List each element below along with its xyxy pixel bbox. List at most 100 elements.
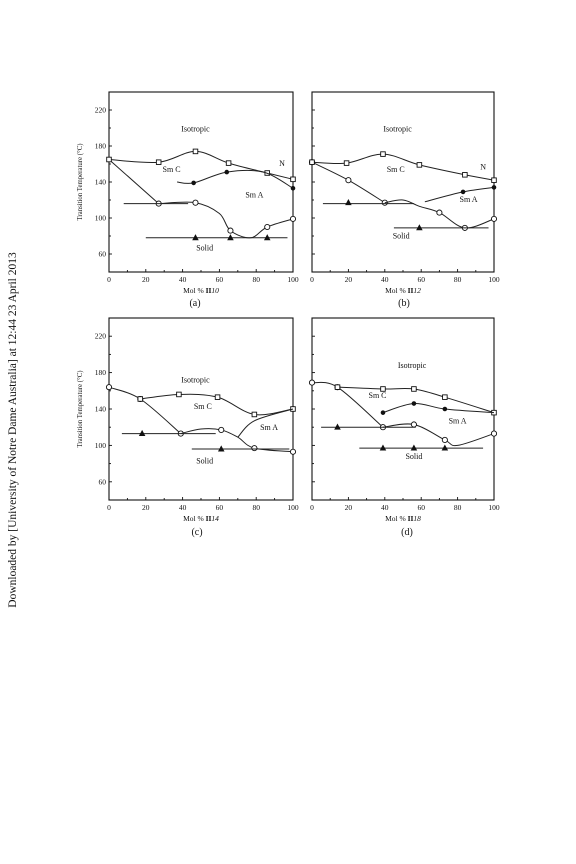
data-point-open-circle	[436, 209, 443, 216]
x-axis-label-prefix: Mol %	[183, 286, 206, 295]
data-point-triangle	[138, 429, 146, 436]
y-tick-label: 180	[95, 368, 107, 377]
phase-boundary-curve	[384, 199, 495, 229]
data-point-filled-circle	[191, 180, 196, 186]
data-point-triangle	[334, 423, 341, 430]
data-point-open-circle	[441, 436, 448, 443]
data-point-filled-circle	[224, 169, 230, 175]
phase-label: Sm C	[163, 165, 181, 174]
chart-panel-a: 0 20 40 60 80 100 60 100 140 180 220 Transition Tem…	[77, 91, 299, 309]
data-point-square	[343, 160, 350, 166]
phase-label: Solid	[196, 243, 213, 252]
x-tick-label: 0	[310, 275, 314, 284]
x-tick-label: 20	[142, 275, 150, 284]
x-tick-label: 100	[287, 275, 299, 284]
data-point-open-circle	[381, 199, 388, 206]
x-tick-label: 40	[381, 503, 389, 512]
y-tick-label: 140	[95, 405, 107, 414]
phase-label: Sm A	[260, 423, 278, 432]
data-point-open-circle	[345, 177, 352, 184]
y-tick-label: 100	[95, 214, 107, 223]
data-point-triangle	[192, 234, 199, 241]
data-point-filled-circle	[411, 401, 417, 406]
phase-label: Sm A	[245, 190, 263, 199]
phase-label: N	[279, 159, 285, 168]
data-point-square	[411, 386, 417, 392]
data-point-square	[192, 148, 199, 155]
data-point-filled-circle	[290, 186, 296, 191]
data-point-open-circle	[218, 426, 225, 433]
x-tick-label: 0	[107, 503, 111, 512]
panel-label: (a)	[189, 298, 200, 309]
phase-boundary-curve	[382, 423, 495, 447]
x-axis-label: Mol % II12	[385, 286, 421, 295]
data-point-square	[309, 159, 315, 165]
phase-boundary-curve	[140, 393, 294, 416]
x-tick-label: 60	[417, 503, 425, 512]
phase-label: N	[480, 162, 486, 171]
data-point-square	[290, 176, 296, 183]
phase-label: Sm C	[387, 165, 405, 174]
phase-label: Sm A	[460, 195, 478, 204]
data-point-triangle	[227, 234, 234, 241]
data-point-filled-circle	[460, 189, 466, 195]
x-axis-label-suffix: 18	[413, 514, 421, 523]
data-point-open-circle	[334, 384, 341, 391]
data-point-triangle	[441, 444, 449, 451]
x-axis-label: Mol % II10	[183, 286, 219, 295]
data-point-open-circle	[137, 395, 144, 403]
x-tick-label: 80	[454, 275, 462, 284]
x-axis-label-prefix: Mol %	[385, 514, 408, 523]
data-point-open-circle	[308, 159, 316, 166]
phase-label: Isotropic	[181, 125, 210, 134]
data-point-square	[416, 162, 423, 168]
x-tick-label: 100	[488, 275, 500, 284]
phase-boundary-curve	[382, 403, 495, 414]
x-axis-label-prefix: Mol %	[385, 286, 408, 295]
x-axis-label-compound: II	[206, 514, 212, 523]
chart-panel-c: 0 20 40 60 80 100 60 100 140 180 220 Transition Tem…	[77, 317, 299, 538]
phase-boundary-curve	[311, 381, 384, 428]
data-point-triangle	[379, 444, 387, 451]
x-tick-label: 0	[310, 503, 314, 512]
phase-label: Solid	[405, 452, 422, 461]
phase-boundary-curve	[424, 186, 495, 203]
data-point-square	[334, 384, 341, 390]
x-tick-label: 0	[107, 275, 111, 284]
y-axis-label: Transition Temperature (°C)	[77, 371, 84, 448]
phase-boundary-curve	[177, 169, 294, 189]
x-axis-label-suffix: 14	[211, 514, 219, 523]
data-point-square	[225, 160, 232, 166]
x-tick-label: 80	[252, 503, 260, 512]
x-axis-label-compound: II	[206, 286, 212, 295]
x-tick-label: 100	[287, 503, 299, 512]
data-point-open-circle	[289, 215, 297, 222]
x-tick-label: 20	[142, 503, 150, 512]
panel-label: (d)	[401, 527, 413, 538]
data-point-open-circle	[379, 424, 387, 431]
data-point-open-circle	[490, 215, 498, 222]
data-point-open-circle	[192, 199, 199, 206]
data-point-square	[137, 396, 144, 402]
data-point-square	[442, 394, 448, 400]
phase-label: Isotropic	[383, 125, 412, 134]
data-point-triangle	[263, 234, 271, 241]
data-point-square	[491, 409, 497, 416]
y-tick-label: 180	[95, 142, 107, 151]
x-tick-label: 40	[179, 503, 187, 512]
data-point-triangle	[345, 199, 352, 206]
plot-frame	[108, 317, 294, 501]
data-point-open-circle	[490, 430, 498, 437]
x-axis-label: Mol % II18	[385, 514, 421, 523]
plot-frame	[311, 91, 495, 273]
y-axis-label: Transition Temperature (°C)	[77, 144, 84, 221]
phase-label: Solid	[196, 457, 213, 466]
x-axis-label-suffix: 12	[413, 286, 421, 295]
panel-label: (c)	[191, 527, 202, 538]
x-tick-label: 40	[381, 275, 389, 284]
data-point-square	[251, 411, 258, 418]
data-point-open-circle	[251, 445, 258, 452]
data-point-square	[214, 394, 221, 400]
